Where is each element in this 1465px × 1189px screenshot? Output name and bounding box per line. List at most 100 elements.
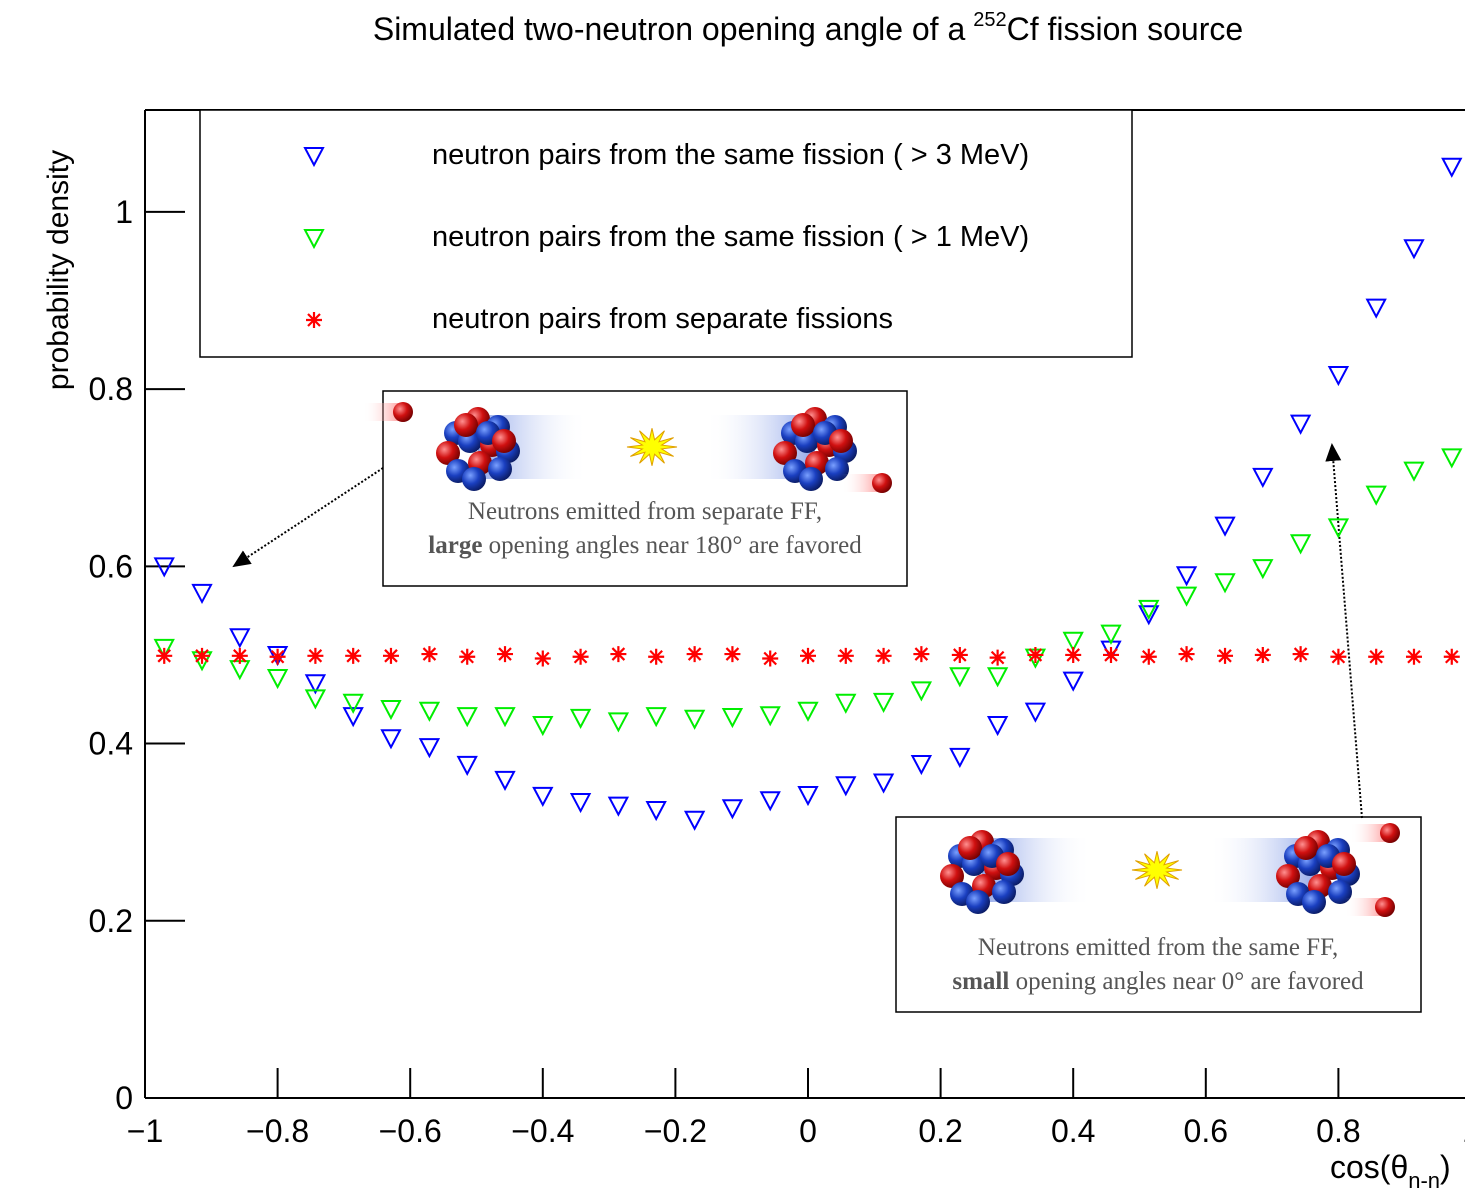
data-point [304,689,327,710]
data-point [1368,648,1385,665]
data-point [1365,485,1387,506]
legend-label: neutron pairs from the same fission ( > … [432,221,1029,253]
data-point [837,647,854,664]
nucleon [1294,836,1318,860]
data-point [1062,631,1084,652]
data-point [1175,586,1198,607]
x-tick-label: 0.8 [1316,1113,1360,1149]
legend-marker [303,147,325,168]
data-point [683,810,706,831]
data-point [1441,448,1463,469]
x-tick-label: 0.2 [918,1113,962,1149]
data-point [459,648,476,665]
data-point [875,647,892,664]
y-axis-label: probability density [42,150,75,390]
annotation-bold: large [428,532,482,559]
x-tick-label: −0.2 [644,1113,707,1149]
data-point [418,701,441,722]
nucleon [1302,890,1326,914]
data-point [1443,648,1460,665]
data-point [572,648,589,665]
nucleon [829,429,853,453]
data-point [1175,566,1198,587]
x-tick-label: −0.4 [511,1113,574,1149]
data-point [986,667,1009,688]
data-point [153,638,175,659]
data-point [345,647,362,664]
data-point [191,583,213,605]
data-point [494,707,516,728]
nucleon [454,413,478,437]
data-point [1252,467,1274,488]
nucleon [773,441,797,465]
neutron [393,402,413,422]
data-point [418,738,441,759]
data-point [1405,648,1422,665]
data-point [800,647,816,664]
data-point [1254,646,1271,663]
x-tick-label: 0 [799,1113,817,1149]
nucleon [488,457,512,481]
y-tick-label: 0 [115,1080,133,1116]
data-point [683,709,706,730]
nucleon [791,413,815,437]
data-point [645,801,667,822]
data-point [648,648,665,665]
data-point [1403,239,1425,260]
data-point [797,785,819,807]
data-point [724,646,741,663]
nucleon [1332,852,1356,876]
data-point [156,647,173,664]
nucleon [966,890,990,914]
data-point [759,706,781,727]
data-point [910,754,933,776]
annotation: Neutrons emitted from separate FF, large … [232,390,908,587]
data-point [1214,573,1236,594]
legend-box [199,109,1133,358]
data-point [1214,516,1236,537]
data-point [1217,647,1234,664]
data-point [1062,671,1084,692]
nucleon [996,852,1020,876]
annotation-text: large opening angles near 180° are favor… [428,532,862,559]
data-point [1292,646,1309,663]
annotation-arrow [1325,443,1363,819]
data-point [342,693,364,714]
nucleon [958,836,982,860]
x-axis-label: cos(θn-n) [1330,1149,1451,1189]
neutron [872,473,892,493]
legend-marker [306,312,322,328]
data-point [1065,646,1082,663]
x-tick-label: −0.6 [379,1113,442,1149]
data-point [607,796,630,817]
annotation: Neutrons emitted from the same FF, small … [895,443,1422,1013]
data-point [1327,518,1350,539]
y-tick-label: 0.6 [89,548,133,584]
y-tick-label: 0.2 [89,903,133,939]
neutron-streak [1345,898,1385,916]
data-point [266,668,289,690]
data-point [986,715,1009,737]
data-point [1140,648,1157,665]
data-point [835,693,857,714]
nucleon [799,467,823,491]
data-point [1327,365,1350,387]
legend-label: neutron pairs from the same fission ( > … [432,139,1029,171]
annotation-bold: small [952,968,1009,995]
annotation-rest: opening angles near 180° are favored [482,532,862,559]
nucleon [492,429,516,453]
data-point [1289,414,1312,435]
chart-title: Simulated two-neutron opening angle of a… [373,9,1243,47]
data-point [1441,157,1463,178]
data-point [872,773,895,794]
data-point [1178,646,1195,663]
nucleon [992,880,1016,904]
data-point [797,701,819,722]
data-point [421,646,438,663]
neutron [1380,823,1400,843]
annotation-text: small opening angles near 0° are favored [952,968,1364,995]
nucleon [462,467,486,491]
y-tick-label: 1 [115,194,133,230]
data-point [1138,605,1160,626]
data-point [497,646,514,663]
